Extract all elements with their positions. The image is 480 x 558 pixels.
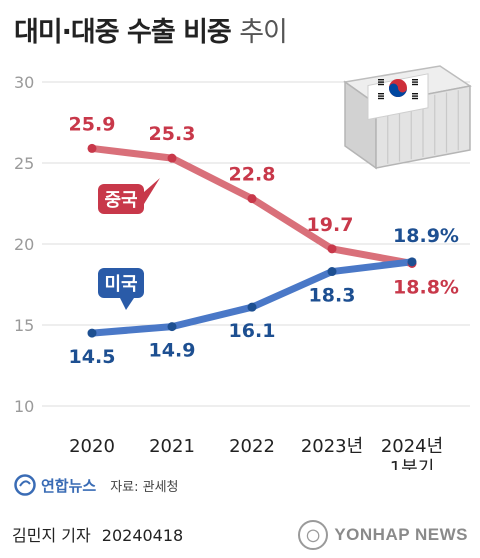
callout-label: 미국 xyxy=(104,274,137,295)
x-tick-label: 2022 xyxy=(229,436,275,457)
data-label: 16.1 xyxy=(229,320,276,342)
data-point xyxy=(87,143,97,153)
data-point xyxy=(167,153,177,163)
source-row: 연합뉴스 자료: 관세청 xyxy=(14,474,179,496)
credit: 김민지 기자 20240418 xyxy=(12,522,183,546)
callout-china: 중국 xyxy=(98,178,160,214)
source-label: 자료: 관세청 xyxy=(110,479,179,495)
agency-name: 연합뉴스 xyxy=(41,476,97,495)
trigram-bar xyxy=(412,79,418,81)
chart-title: 대미·대중 수출 비중 추이 xyxy=(14,10,288,49)
trigram-bar xyxy=(412,81,418,83)
data-labels: 25.9 25.3 22.8 19.7 18.8% 14.5 14.9 16.1 18.3 18.… xyxy=(69,113,459,368)
data-label: 25.3 xyxy=(149,123,196,145)
footer: 김민지 기자 20240418 ◯ YONHAP NEWS xyxy=(0,514,480,558)
data-label: 25.9 xyxy=(69,113,116,135)
credit-date: 20240418 xyxy=(101,526,184,545)
trigram-bar xyxy=(378,97,384,100)
data-point xyxy=(247,302,257,312)
trigram-bar xyxy=(378,93,384,95)
callout-box xyxy=(98,268,144,298)
watermark: ◯ YONHAP NEWS xyxy=(298,520,468,550)
data-label: 14.9 xyxy=(149,340,196,362)
data-point xyxy=(247,194,257,204)
data-label: 18.3 xyxy=(309,285,356,307)
y-tick-label: 20 xyxy=(14,235,34,254)
callout-tail xyxy=(120,298,134,310)
data-point xyxy=(407,257,417,267)
shipping-container-icon xyxy=(343,65,472,170)
y-tick-label: 15 xyxy=(14,316,34,335)
data-label: 22.8 xyxy=(229,164,276,186)
y-tick-label: 10 xyxy=(14,397,34,416)
data-point xyxy=(327,244,337,254)
callout-us: 미국 xyxy=(98,268,144,310)
korean-flag-icon xyxy=(378,79,418,100)
y-tick-label: 25 xyxy=(14,154,34,173)
title-main: 대미·대중 수출 비중 xyxy=(14,17,232,48)
reporter: 김민지 기자 xyxy=(12,526,91,545)
taegeuk-bottom xyxy=(389,83,407,97)
trigram-bar xyxy=(378,83,384,86)
data-point xyxy=(167,322,177,332)
data-point xyxy=(327,267,337,277)
x-tick-label: 2023년 xyxy=(301,436,363,457)
data-label: 18.9% xyxy=(393,225,459,247)
trigram-bar xyxy=(412,97,418,100)
watermark-text: YONHAP NEWS xyxy=(334,525,468,544)
data-label: 18.8% xyxy=(393,276,459,298)
callout-box xyxy=(98,184,144,214)
trigram-bar xyxy=(378,95,384,97)
callout-label: 중국 xyxy=(104,190,137,211)
yonhap-logo-icon xyxy=(14,474,36,496)
trigram-bar xyxy=(412,95,418,97)
title-sub: 추이 xyxy=(239,17,288,48)
yonhap-watermark-icon: ◯ xyxy=(298,520,329,550)
x-tick-label: 2021 xyxy=(149,436,195,457)
trigram-bar xyxy=(378,79,384,81)
callout-tail xyxy=(144,178,160,204)
line-chart: 10 15 20 25 30 25.9 25.3 22.8 19.7 18.8% 14.5 14.9… xyxy=(14,65,472,470)
data-point xyxy=(87,328,97,338)
data-points xyxy=(87,143,417,338)
data-label: 19.7 xyxy=(307,214,354,236)
x-tick-label: 1분기 xyxy=(390,458,435,470)
x-tick-label: 2024년 xyxy=(381,436,443,457)
data-label: 14.5 xyxy=(69,346,116,368)
x-tick-label: 2020 xyxy=(69,436,115,457)
trigram-bar xyxy=(412,93,418,95)
y-tick-label: 30 xyxy=(14,73,34,92)
trigram-bar xyxy=(412,83,418,86)
trigram-bar xyxy=(378,81,384,83)
